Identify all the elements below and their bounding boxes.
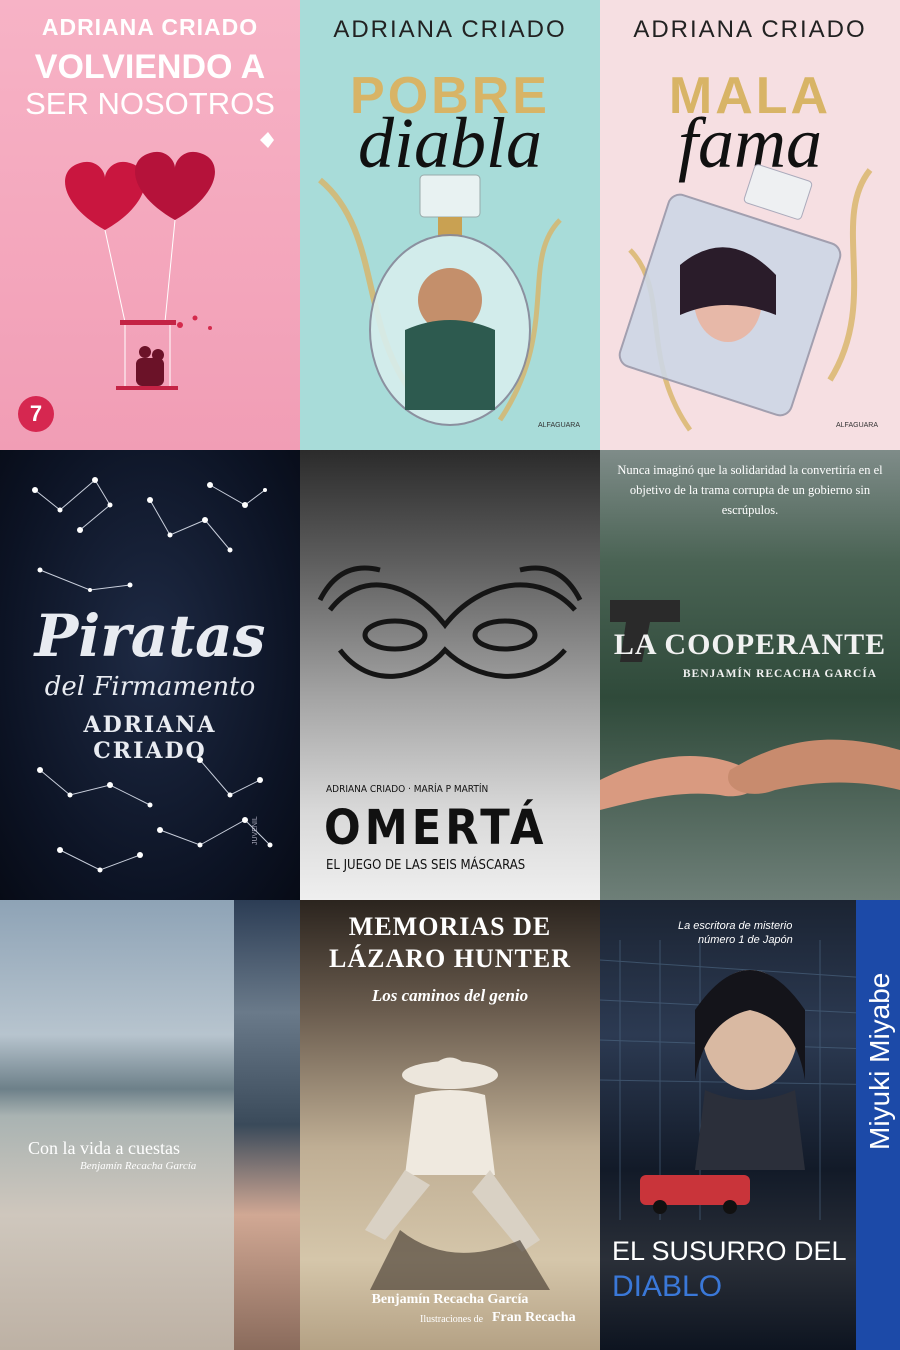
cover-title: Con la vida a cuestas — [28, 1138, 180, 1158]
book-cover-pobre-diabla[interactable]: ADRIANA CRIADO POBRE diabla ALFAGUARA — [300, 0, 600, 450]
cover-author: Benjamín Recacha García — [371, 1292, 529, 1307]
cover-title-line1: EL SUSURRO DEL — [612, 1236, 847, 1266]
book-cover-omerta[interactable]: ADRIANA CRIADO · MARÍA P MARTÍN OMERTÁ E… — [300, 450, 600, 900]
cover-tagline-line2: número 1 de Japón — [698, 934, 793, 946]
perfume-bottle-icon — [618, 164, 873, 432]
cover-title-top: POBRE — [350, 67, 550, 125]
book-cover-con-la-vida-a-cuestas[interactable]: Con la vida a cuestas Benjamín Recacha G… — [0, 900, 300, 1350]
cover-title-line2: SER NOSOTROS — [25, 86, 275, 121]
cover-author: ADRIANA CRIADO — [333, 16, 567, 43]
masquerade-mask-icon — [317, 565, 583, 679]
cover-authors: ADRIANA CRIADO · MARÍA P MARTÍN — [326, 784, 489, 795]
city-grid-icon — [600, 940, 900, 1220]
cover-author: Benjamín Recacha García — [80, 1160, 197, 1172]
cover-title-script: fama — [678, 103, 822, 183]
cover-subtitle: Los caminos del genio — [371, 986, 529, 1005]
book-cover-la-cooperante[interactable]: Nunca imaginó que la solidaridad la conv… — [600, 450, 900, 900]
cover-title-top: MALA — [668, 67, 832, 125]
cover-title-script: diabla — [357, 103, 542, 183]
cover-author-band — [856, 900, 900, 1350]
cover-badge: 7 — [18, 396, 54, 432]
cover-title-line2: LÁZARO HUNTER — [329, 944, 571, 973]
cover-title-line1: Piratas — [34, 602, 266, 670]
perfume-bottle-icon — [318, 174, 562, 426]
cover-title: OMERTÁ — [324, 800, 548, 856]
cover-tagline: Nunca imaginó que la solidaridad la conv… — [617, 463, 883, 517]
cover-title-line2: del Firmamento — [44, 672, 256, 702]
cover-author: BENJAMÍN RECACHA GARCÍA — [682, 668, 878, 680]
cover-title-line1: MEMORIAS DE — [348, 912, 552, 941]
cover-title: LA COOPERANTE — [613, 628, 887, 661]
cover-illustrator-label: Ilustraciones de — [420, 1314, 484, 1325]
cover-publisher: ALFAGUARA — [836, 422, 879, 429]
cover-author-line2: CRIADO — [93, 738, 207, 764]
cover-author: Miyuki Miyabe — [864, 972, 895, 1150]
pistol-icon — [600, 600, 900, 810]
heart-balloons-icon — [65, 132, 274, 390]
cover-author: ADRIANA CRIADO — [633, 16, 867, 43]
book-cover-memorias-de-lazaro-hunter[interactable]: MEMORIAS DE LÁZARO HUNTER Los caminos de… — [300, 900, 600, 1350]
book-cover-piratas-del-firmamento[interactable]: Piratas del Firmamento ADRIANA CRIADO JU… — [0, 450, 300, 900]
cover-title-line2: DIABLO — [612, 1270, 723, 1303]
cover-title-line1: VOLVIENDO A — [34, 48, 266, 86]
book-cover-volviendo-a-ser-nosotros[interactable]: ADRIANA CRIADO VOLVIENDO A SER NOSOTROS … — [0, 0, 300, 450]
cover-author: ADRIANA CRIADO — [41, 14, 259, 40]
cover-subtitle: EL JUEGO DE LAS SEIS MÁSCARAS — [326, 858, 526, 873]
book-cover-mala-fama[interactable]: ADRIANA CRIADO MALA fama ALFAGUARA — [600, 0, 900, 450]
cover-tagline-line1: La escritora de misterio — [678, 920, 793, 932]
constellation-icon — [32, 477, 273, 873]
cover-portrait-strip — [234, 900, 300, 1350]
cover-publisher: ALFAGUARA — [538, 422, 581, 429]
cover-imprint: JUVENIL — [252, 816, 259, 845]
cover-author-line1: ADRIANA — [83, 712, 217, 738]
cover-illustrator: Fran Recacha — [492, 1310, 576, 1325]
book-cover-el-susurro-del-diablo[interactable]: La escritora de misterio número 1 de Jap… — [600, 900, 900, 1350]
cowboy-illustration-icon — [365, 1057, 550, 1290]
